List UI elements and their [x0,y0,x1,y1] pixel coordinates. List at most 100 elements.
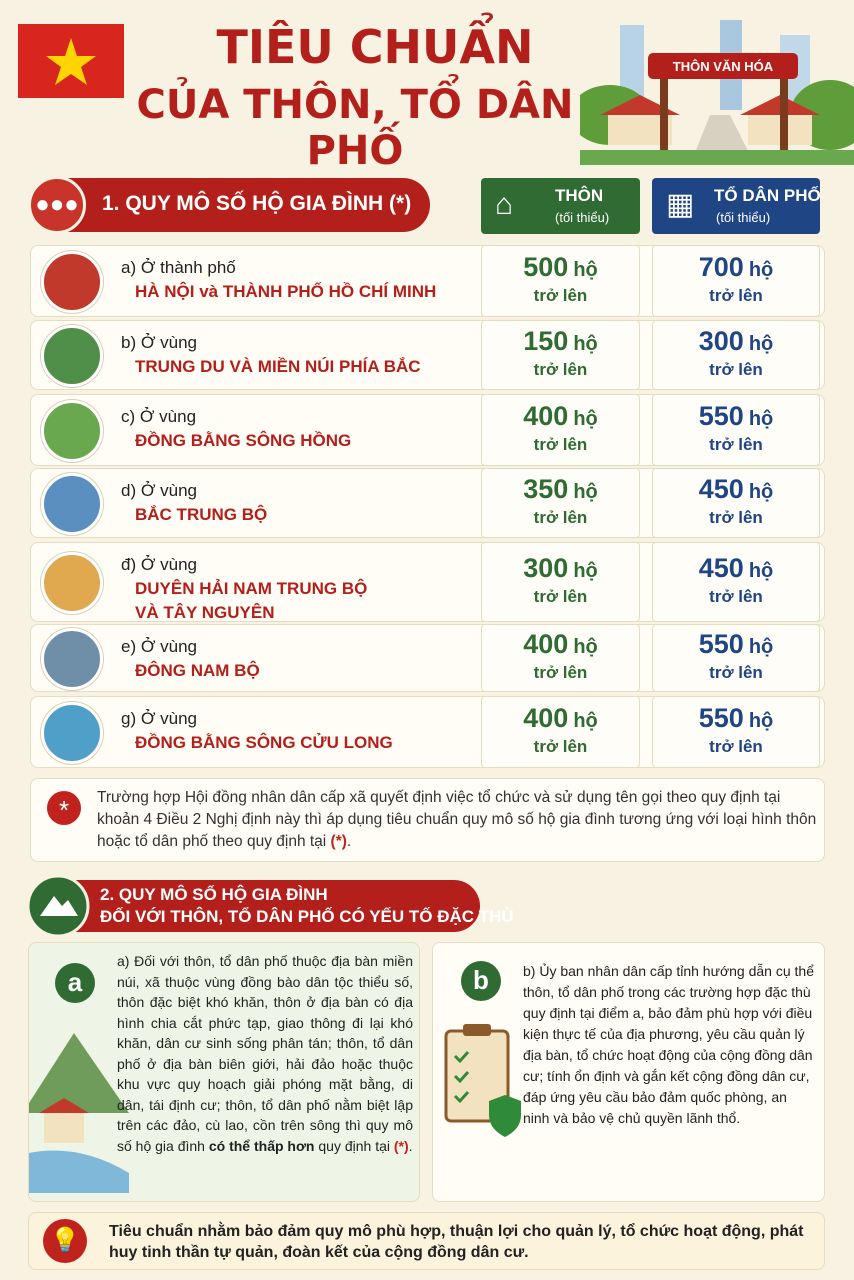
column-name: TỔ DÂN PHỐ [714,186,821,205]
box-b: b b) Ủy ban nhân dân cấp tỉnh hướng dẫn … [432,942,825,1202]
value: 300 [698,326,744,356]
region-icon [41,552,103,614]
unit: hộ [748,710,774,732]
bulb-icon: 💡 [43,1219,87,1263]
region: DUYÊN HẢI NAM TRUNG BỘ [135,579,368,598]
suffix: trở lên [533,360,588,379]
asterisk-icon: * [47,791,81,825]
icon: ●●● [28,176,86,234]
row-label: c) Ở vùng [121,407,197,426]
region-icon [41,473,103,535]
section-title: 1. QUY MÔ SỐ HỘ GIA ĐÌNH (*) [102,192,412,215]
icon [26,874,90,938]
value-cell: 550 hộ trở lên [652,624,820,692]
suffix: trở lên [709,435,763,454]
region: ĐỒNG BẰNG SÔNG HỒNG [135,431,352,450]
suffix: trở lên [709,737,763,756]
value: 150 [523,326,569,356]
title: TIÊU CHUẨN [216,20,534,74]
suffix: trở lên [709,587,763,606]
row-label: a) Ở thành phố [121,258,236,277]
value-line: 450 hộ [653,474,819,505]
value: 500 [523,252,569,282]
value: 450 [698,553,744,583]
value: 400 [523,703,569,733]
unit: hộ [573,481,598,503]
value-cell: 500 hộ trở lên [481,245,640,317]
region-icon [41,325,103,387]
column-icon: ⌂ [495,188,514,221]
unit: hộ [573,333,598,355]
section-title: ĐỐI VỚI THÔN, TỔ DÂN PHỐ CÓ YẾU TỐ ĐẶC T… [100,907,514,926]
value-cell: 550 hộ trở lên [652,394,820,466]
value-line: 350 hộ [482,474,639,505]
unit: hộ [573,560,598,582]
note-box: * Trường hợp Hội đồng nhân dân cấp xã qu… [30,778,825,862]
unit: hộ [573,710,598,732]
column-header: ⌂ THÔN (tối thiểu) [481,178,640,234]
text: (*) [393,1137,409,1154]
value-cell: 350 hộ trở lên [481,468,640,538]
suffix: trở lên [533,435,588,454]
text: quy định tại [314,1137,394,1154]
section-header: ●●● 1. QUY MÔ SỐ HỘ GIA ĐÌNH (*) [28,176,430,234]
region-icon [41,628,103,690]
region: VÀ TÂY NGUYÊN [135,603,275,622]
footer-text: Tiêu chuẩn nhằm bảo đảm quy mô phù hợp, … [109,1223,804,1261]
unit: hộ [748,333,774,355]
column-name: THÔN [555,186,604,205]
badge: b [461,961,501,1001]
box-a-text: a) Đối với thôn, tổ dân phố thuộc địa bà… [117,951,413,1156]
value-line: 550 hộ [653,401,819,432]
value-line: 400 hộ [482,401,639,432]
value-line: 300 hộ [482,553,639,584]
checklist-illustration [444,1024,521,1137]
value-line: 400 hộ [482,629,639,660]
suffix: trở lên [709,286,763,305]
column-note: (tối thiểu) [716,210,771,225]
value-line: 150 hộ [482,326,639,357]
village-illustration: THÔN VĂN HÓA [580,20,854,165]
text: . [346,833,352,850]
value: 300 [523,553,569,583]
text: a) Đối với thôn, tổ dân phố thuộc địa bà… [117,953,413,1154]
value-cell: 400 hộ trở lên [481,394,640,466]
value: 400 [523,629,569,659]
section-header: 2. QUY MÔ SỐ HỘ GIA ĐÌNH ĐỐI VỚI THÔN, T… [26,874,514,938]
badge: a [55,963,95,1003]
value-cell: 400 hộ trở lên [481,624,640,692]
value: 350 [523,474,569,504]
value-line: 400 hộ [482,703,639,734]
footer: 💡 Tiêu chuẩn nhằm bảo đảm quy mô phù hợp… [28,1212,825,1270]
column-note: (tối thiểu) [555,210,610,225]
suffix: trở lên [709,663,763,682]
value-cell: 450 hộ trở lên [652,468,820,538]
value-cell: 150 hộ trở lên [481,320,640,390]
sign-text: THÔN VĂN HÓA [673,59,774,74]
section-title: 2. QUY MÔ SỐ HỘ GIA ĐÌNH [100,885,328,904]
suffix: trở lên [533,663,588,682]
value-cell: 300 hộ trở lên [481,542,640,622]
note-text: Trường hợp Hội đồng nhân dân cấp xã quyế… [97,787,817,853]
region: BẮC TRUNG BỘ [135,505,268,524]
value-cell: 550 hộ trở lên [652,696,820,768]
region-icon [41,702,103,764]
suffix: trở lên [533,587,588,606]
unit: hộ [748,560,774,582]
row-label: b) Ở vùng [121,333,198,352]
unit: hộ [748,259,774,281]
value-cell: 400 hộ trở lên [481,696,640,768]
unit: hộ [748,408,774,430]
value-cell: 450 hộ trở lên [652,542,820,622]
row-label: d) Ở vùng [121,481,198,500]
region: HÀ NỘI và THÀNH PHỐ HỒ CHÍ MINH [135,282,437,301]
text: có thể thấp hơn [208,1137,315,1154]
column-header: ▦ TỔ DÂN PHỐ (tối thiểu) [652,178,821,234]
unit: hộ [573,408,598,430]
value: 700 [698,252,744,282]
box-b-text: b) Ủy ban nhân dân cấp tỉnh hướng dẫn cụ… [523,963,814,1126]
title: CỦA THÔN, TỔ DÂN PHỐ [136,82,574,174]
value: 550 [698,703,744,733]
region: TRUNG DU VÀ MIỀN NÚI PHÍA BẮC [135,357,421,376]
